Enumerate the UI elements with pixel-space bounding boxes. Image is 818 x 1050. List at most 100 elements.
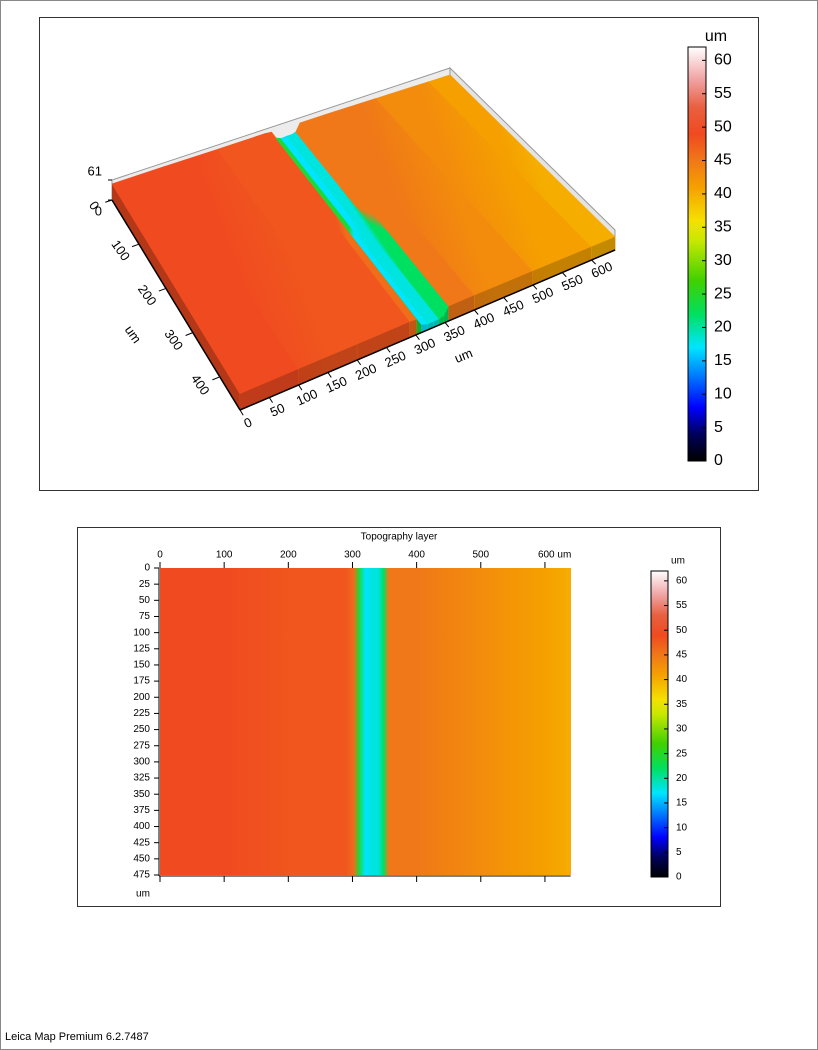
footer: Leica Map Premium 6.2.7487 bbox=[5, 1031, 149, 1043]
map-strip bbox=[353, 568, 360, 875]
colorbar-label: um bbox=[705, 28, 727, 45]
colorbar-tick-label: 45 bbox=[714, 152, 732, 169]
colorbar-label: um bbox=[671, 556, 685, 567]
colorbar-tick-label: 0 bbox=[714, 452, 723, 469]
map-strip bbox=[416, 568, 482, 875]
x-tick bbox=[532, 284, 538, 290]
colorbar-tick-label: 40 bbox=[714, 185, 732, 202]
shade bbox=[448, 295, 475, 321]
colorbar-tick-label: 30 bbox=[714, 252, 732, 269]
colorbar-tick-label: 30 bbox=[676, 724, 688, 735]
colorbar-tick-label: 10 bbox=[676, 822, 688, 833]
map-strip bbox=[365, 568, 373, 875]
colorbar-tick-label: 5 bbox=[676, 847, 682, 858]
y-tick-label: 100 bbox=[133, 627, 150, 638]
shade bbox=[533, 246, 592, 285]
shade bbox=[409, 319, 417, 338]
colorbar-tick-label: 50 bbox=[676, 625, 688, 636]
colorbar-tick-label: 55 bbox=[714, 85, 732, 102]
x-tick-label: 600 um bbox=[538, 550, 571, 561]
colorbar-tick-label: 35 bbox=[714, 219, 732, 236]
y-axis-label: um bbox=[136, 889, 150, 900]
x-tick bbox=[386, 347, 391, 353]
shade bbox=[417, 319, 422, 335]
y-tick-label: 175 bbox=[133, 676, 150, 687]
x-tick-label: 100 bbox=[216, 550, 233, 561]
x-tick bbox=[298, 384, 303, 391]
shade bbox=[298, 344, 358, 385]
y-tick-label: 325 bbox=[133, 773, 150, 784]
x-tick bbox=[591, 259, 596, 265]
colorbar-tick-label: 25 bbox=[676, 748, 688, 759]
y-tick bbox=[158, 287, 167, 292]
colorbar-tick-label: 10 bbox=[714, 385, 732, 402]
x-axis bbox=[239, 249, 616, 411]
panel-2d bbox=[77, 527, 721, 907]
y-tick-label: 50 bbox=[139, 595, 151, 606]
y-tick-label: 375 bbox=[133, 805, 150, 816]
x-tick bbox=[268, 397, 273, 403]
colorbar-tick-label: 45 bbox=[676, 650, 688, 661]
z-tick-label: 0 bbox=[95, 203, 102, 218]
x-tick bbox=[239, 409, 244, 416]
left-face bbox=[112, 183, 240, 410]
y-tick-label: 75 bbox=[139, 611, 151, 622]
colorbar-tick-label: 50 bbox=[714, 118, 732, 135]
colorbar-tick-label: 20 bbox=[714, 319, 732, 336]
colorbar-tick-label: 60 bbox=[676, 576, 688, 587]
y-tick-label: 0 bbox=[144, 563, 150, 574]
x-tick-label: 300 bbox=[344, 550, 361, 561]
shade bbox=[240, 368, 299, 410]
shade bbox=[443, 306, 449, 323]
y-axis bbox=[111, 199, 241, 411]
y-tick-label: 400 bbox=[133, 821, 150, 832]
colorbar-tick-label: 0 bbox=[676, 872, 682, 883]
y-tick-label: 450 bbox=[133, 853, 150, 864]
map-strip bbox=[224, 568, 289, 875]
x-tick-label: 50 bbox=[268, 400, 287, 420]
x-tick bbox=[444, 322, 450, 328]
colorbar-tick-label: 35 bbox=[676, 699, 688, 710]
y-tick-label: 350 bbox=[133, 789, 150, 800]
map-strip bbox=[346, 568, 355, 875]
colorbar-tick-label: 60 bbox=[714, 52, 732, 69]
x-tick bbox=[561, 272, 567, 278]
y-tick-label: 475 bbox=[133, 870, 150, 881]
y-tick bbox=[185, 332, 194, 336]
colorbar-tick-label: 55 bbox=[676, 600, 688, 611]
colorbar-tick-label: 20 bbox=[676, 773, 688, 784]
shade bbox=[474, 270, 533, 310]
chart-title: Topography layer bbox=[361, 532, 438, 543]
map-strip bbox=[388, 568, 418, 875]
colorbar-tick-label: 40 bbox=[676, 674, 688, 685]
x-tick-label: 400 bbox=[408, 550, 425, 561]
map-strip bbox=[544, 568, 571, 875]
y-tick bbox=[212, 376, 220, 381]
x-tick-label: 0 bbox=[157, 550, 163, 561]
y-tick bbox=[131, 243, 140, 248]
colorbar-tick-label: 15 bbox=[676, 798, 688, 809]
y-tick-label: 125 bbox=[133, 643, 150, 654]
colorbar bbox=[650, 570, 669, 878]
shade bbox=[112, 183, 240, 410]
x-tick bbox=[327, 372, 332, 378]
x-tick bbox=[356, 359, 362, 366]
map-strip bbox=[160, 568, 225, 875]
x-tick bbox=[473, 309, 479, 315]
y-tick-label: 275 bbox=[133, 740, 150, 751]
shade bbox=[591, 236, 615, 260]
colorbar-tick-label: 15 bbox=[714, 352, 732, 369]
x-tick-label: 500 bbox=[472, 550, 489, 561]
map-strip bbox=[480, 568, 546, 875]
panel-3d bbox=[39, 17, 759, 491]
x-tick bbox=[415, 334, 420, 340]
y-tick-label: 25 bbox=[139, 579, 151, 590]
map-strip bbox=[378, 568, 384, 875]
x-tick bbox=[503, 297, 508, 303]
y-tick-label: 200 bbox=[133, 692, 150, 703]
map-strip bbox=[371, 568, 379, 875]
y-tick-label: 150 bbox=[133, 660, 150, 671]
x-axis-label: um bbox=[452, 345, 474, 366]
